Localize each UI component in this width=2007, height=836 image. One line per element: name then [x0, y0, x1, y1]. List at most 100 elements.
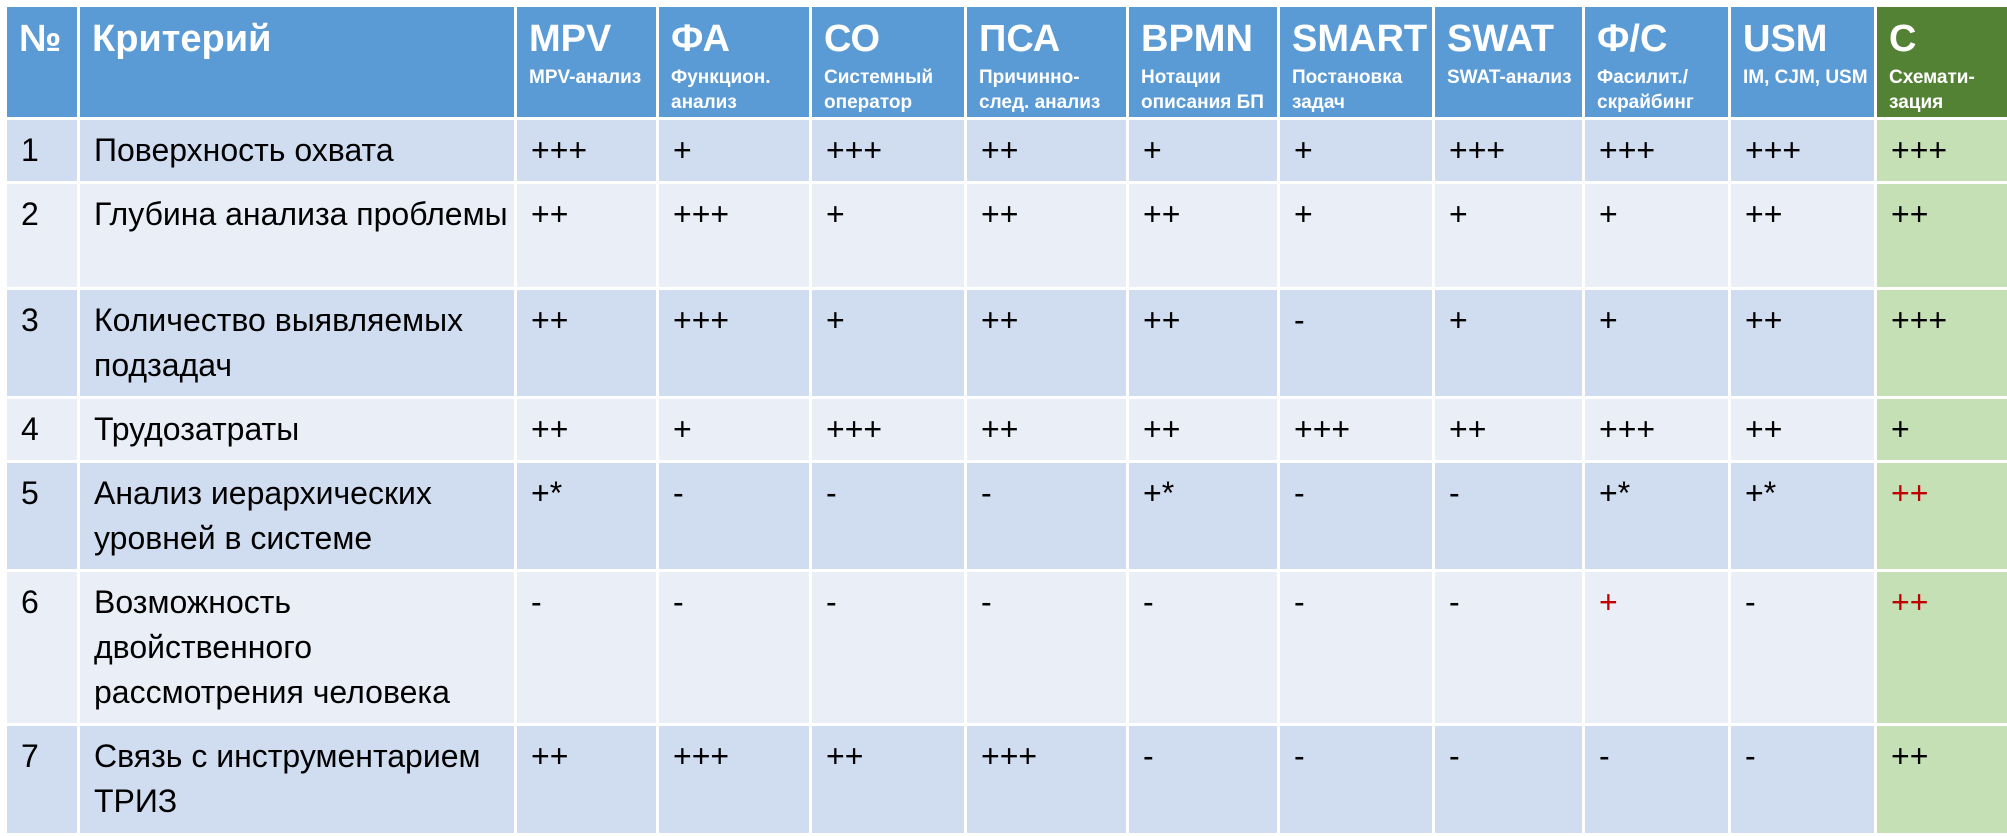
rating-cell: -: [1128, 571, 1279, 725]
rating-cell: ++: [516, 183, 658, 289]
rating-cell: ++: [1434, 398, 1584, 462]
rating-cell: ++: [516, 725, 658, 835]
rating-cell: +: [1434, 289, 1584, 398]
rating-cell: ++: [1730, 289, 1876, 398]
rating-cell-highlighted: +: [1876, 398, 2007, 462]
row-number: 4: [6, 398, 79, 462]
table-row: 4 Трудозатраты ++ + +++ ++ ++ +++ ++ +++…: [6, 398, 2007, 462]
table-row: 6 Возможность двойственного рассмотрения…: [6, 571, 2007, 725]
rating-cell: -: [658, 462, 811, 571]
rating-cell-highlighted: ++: [1876, 183, 2007, 289]
rating-cell: +*: [1128, 462, 1279, 571]
rating-cell: -: [1584, 725, 1730, 835]
rating-cell: -: [1279, 289, 1434, 398]
rating-cell: +: [1584, 289, 1730, 398]
rating-cell-highlighted: +++: [1876, 119, 2007, 183]
rating-cell: ++: [966, 398, 1128, 462]
rating-cell: ++: [516, 398, 658, 462]
rating-cell: +: [1128, 119, 1279, 183]
row-number: 6: [6, 571, 79, 725]
rating-cell: +++: [1434, 119, 1584, 183]
rating-cell: ++: [1128, 398, 1279, 462]
rating-cell: -: [811, 571, 966, 725]
rating-cell: -: [1279, 462, 1434, 571]
rating-cell: -: [966, 462, 1128, 571]
rating-cell-highlighted: +++: [1876, 289, 2007, 398]
criterion-cell: Количество выявляемых подзадач: [79, 289, 516, 398]
criterion-cell: Поверхность охвата: [79, 119, 516, 183]
row-number: 1: [6, 119, 79, 183]
rating-cell: +++: [658, 289, 811, 398]
rating-cell: ++: [516, 289, 658, 398]
table-row: 2 Глубина анализа проблемы ++ +++ + ++ +…: [6, 183, 2007, 289]
rating-cell: ++: [1730, 398, 1876, 462]
table-row: 1 Поверхность охвата +++ + +++ ++ + + ++…: [6, 119, 2007, 183]
rating-cell: -: [1434, 462, 1584, 571]
rating-cell: +++: [1584, 119, 1730, 183]
table-row: 5 Анализ иерархических уровней в системе…: [6, 462, 2007, 571]
rating-cell: -: [1434, 725, 1584, 835]
rating-cell: +: [1584, 571, 1730, 725]
rating-cell: +++: [811, 398, 966, 462]
rating-cell: +*: [1730, 462, 1876, 571]
header-criterion: Критерий: [79, 6, 516, 119]
rating-cell: ++: [1128, 183, 1279, 289]
rating-cell: ++: [966, 289, 1128, 398]
rating-cell: +++: [966, 725, 1128, 835]
row-number: 2: [6, 183, 79, 289]
rating-cell: -: [811, 462, 966, 571]
rating-cell: +++: [811, 119, 966, 183]
rating-cell: +++: [1279, 398, 1434, 462]
rating-cell-highlighted: ++: [1876, 725, 2007, 835]
rating-cell: +: [811, 183, 966, 289]
rating-cell: -: [516, 571, 658, 725]
rating-cell: ++: [966, 119, 1128, 183]
rating-cell-highlighted: ++: [1876, 462, 2007, 571]
table-row: 7 Связь с инструментарием ТРИЗ ++ +++ ++…: [6, 725, 2007, 835]
rating-cell: -: [1730, 725, 1876, 835]
rating-cell: +: [1279, 183, 1434, 289]
rating-cell: +++: [658, 183, 811, 289]
rating-cell: -: [1434, 571, 1584, 725]
rating-cell: -: [1279, 571, 1434, 725]
rating-cell: +++: [1584, 398, 1730, 462]
rating-cell: +*: [516, 462, 658, 571]
rating-cell: -: [1279, 725, 1434, 835]
criterion-cell: Трудозатраты: [79, 398, 516, 462]
row-number: 3: [6, 289, 79, 398]
rating-cell: +: [658, 119, 811, 183]
rating-cell: ++: [1128, 289, 1279, 398]
rating-cell: +: [811, 289, 966, 398]
row-number: 7: [6, 725, 79, 835]
rating-cell: ++: [966, 183, 1128, 289]
criterion-cell: Связь с инструментарием ТРИЗ: [79, 725, 516, 835]
criterion-cell: Анализ иерархических уровней в системе: [79, 462, 516, 571]
table-row: 3 Количество выявляемых подзадач ++ +++ …: [6, 289, 2007, 398]
rating-cell: +: [658, 398, 811, 462]
rating-cell: +*: [1584, 462, 1730, 571]
rating-cell: -: [1730, 571, 1876, 725]
rating-cell: +: [1434, 183, 1584, 289]
rating-cell: -: [1128, 725, 1279, 835]
rating-cell-highlighted: ++: [1876, 571, 2007, 725]
rating-cell: +: [1584, 183, 1730, 289]
rating-cell: +++: [516, 119, 658, 183]
criterion-cell: Глубина анализа проблемы: [79, 183, 516, 289]
rating-cell: -: [966, 571, 1128, 725]
header-num: №: [6, 6, 79, 119]
criterion-cell: Возможность двойственного рассмотрения ч…: [79, 571, 516, 725]
rating-cell: ++: [811, 725, 966, 835]
